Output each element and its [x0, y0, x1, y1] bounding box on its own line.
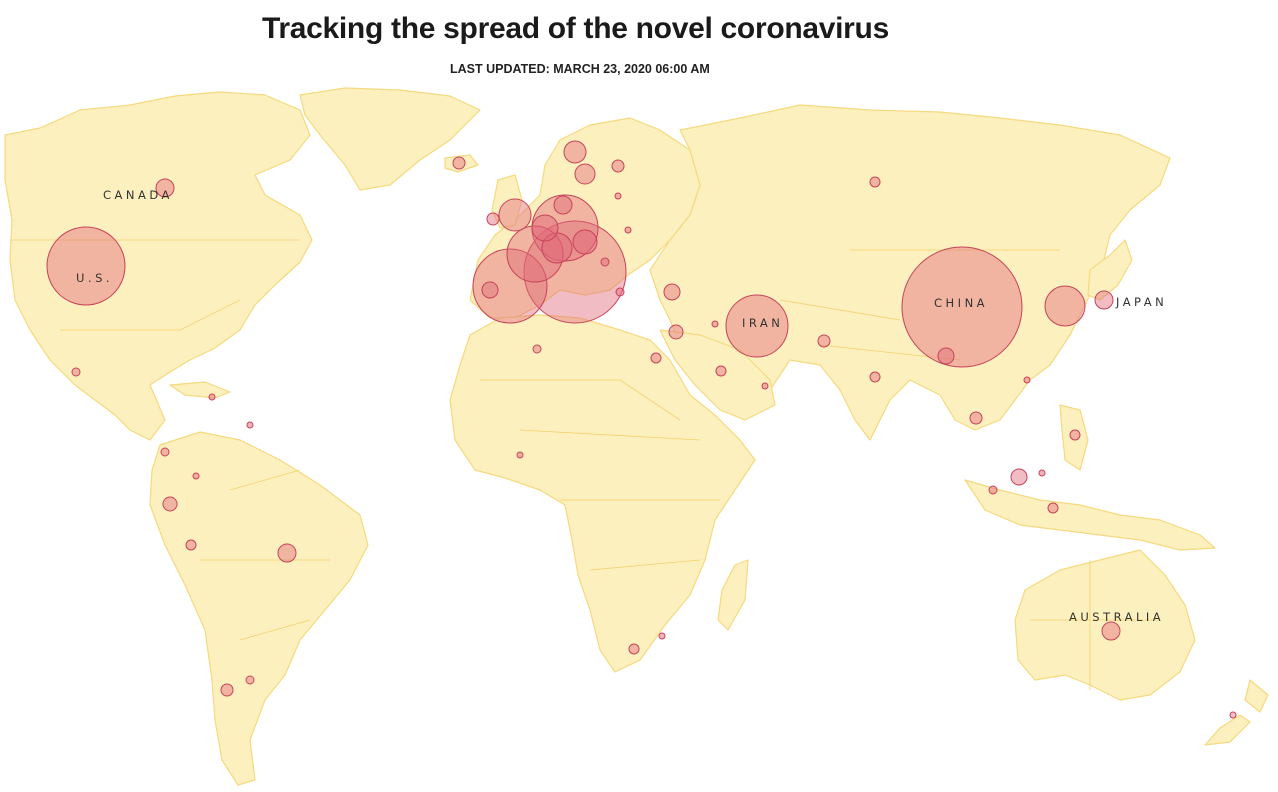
bubble-argentina[interactable]	[245, 675, 255, 685]
bubble-sweden[interactable]	[574, 163, 596, 185]
land-greenland	[299, 87, 481, 191]
bubble-finland[interactable]	[611, 159, 625, 173]
label-iran: IRAN	[742, 316, 783, 330]
land-africa	[449, 314, 756, 673]
bubble-peru[interactable]	[185, 539, 197, 551]
bubble-spain[interactable]	[472, 248, 548, 324]
land-madagascar	[717, 559, 749, 631]
bubble-ireland[interactable]	[486, 212, 500, 226]
bubble-netherlands[interactable]	[531, 214, 559, 242]
last-updated-label: LAST UPDATED: MARCH 23, 2020 06:00 AM	[450, 62, 710, 76]
bubble-south-korea[interactable]	[1044, 285, 1086, 327]
bubble-small-9[interactable]	[1038, 469, 1046, 477]
bubble-newzealand[interactable]	[1229, 711, 1237, 719]
bubble-small-11[interactable]	[658, 632, 666, 640]
bubble-egypt[interactable]	[650, 352, 662, 364]
bubble-portugal[interactable]	[481, 281, 499, 299]
bubble-chile[interactable]	[220, 683, 234, 697]
label-china: CHINA	[934, 296, 988, 310]
land-philippines	[1059, 404, 1089, 471]
bubble-india[interactable]	[869, 371, 881, 383]
land-japan	[1087, 239, 1133, 301]
bubble-mexico[interactable]	[71, 367, 81, 377]
case-bubbles[interactable]	[46, 140, 1237, 719]
bubble-malaysia[interactable]	[1010, 468, 1028, 486]
bubble-canada[interactable]	[155, 178, 175, 198]
bubble-small-10[interactable]	[516, 451, 524, 459]
bubble-hongkong[interactable]	[937, 347, 955, 365]
bubble-small-14[interactable]	[192, 472, 200, 480]
bubble-china[interactable]	[901, 246, 1023, 368]
land-indonesia	[964, 479, 1216, 551]
bubble-small-4[interactable]	[615, 287, 625, 297]
country-borders	[10, 239, 1160, 690]
bubble-southafrica[interactable]	[628, 643, 640, 655]
land-north-america	[4, 91, 313, 441]
bubble-small-12[interactable]	[208, 393, 216, 401]
bubble-small-5[interactable]	[711, 320, 719, 328]
bubble-austria[interactable]	[572, 229, 598, 255]
bubble-australia[interactable]	[1101, 621, 1121, 641]
bubble-brazil[interactable]	[277, 543, 297, 563]
bubble-small-3[interactable]	[600, 257, 610, 267]
bubble-algeria[interactable]	[532, 344, 542, 354]
bubble-uk[interactable]	[498, 198, 532, 232]
country-labels: CANADA U.S. IRAN CHINA JAPAN AUSTRALIA	[76, 188, 1167, 624]
bubble-indonesia[interactable]	[1047, 502, 1059, 514]
bubble-small-13[interactable]	[246, 421, 254, 429]
bubble-thailand[interactable]	[969, 411, 983, 425]
bubble-us[interactable]	[46, 226, 126, 306]
bubble-ecuador[interactable]	[162, 496, 178, 512]
bubble-iceland[interactable]	[452, 156, 466, 170]
bubble-israel[interactable]	[668, 324, 684, 340]
bubble-denmark[interactable]	[553, 195, 573, 215]
bubble-iran[interactable]	[725, 294, 789, 358]
bubble-small-1[interactable]	[614, 192, 622, 200]
bubble-saudi[interactable]	[715, 365, 727, 377]
land-new-zealand	[1204, 679, 1269, 746]
land-iceland	[444, 154, 479, 173]
bubble-russia[interactable]	[869, 176, 881, 188]
bubble-norway[interactable]	[563, 140, 587, 164]
landmasses	[4, 87, 1269, 786]
bubble-small-2[interactable]	[624, 226, 632, 234]
page-title: Tracking the spread of the novel coronav…	[262, 12, 889, 45]
label-japan: JAPAN	[1115, 295, 1167, 309]
land-australia	[1014, 549, 1196, 701]
bubble-small-8[interactable]	[988, 485, 998, 495]
bubble-philippines[interactable]	[1069, 429, 1081, 441]
bubble-pakistan[interactable]	[817, 334, 831, 348]
label-canada: CANADA	[103, 188, 173, 202]
bubble-turkey[interactable]	[663, 283, 681, 301]
label-australia: AUSTRALIA	[1069, 610, 1164, 624]
bubble-small-7[interactable]	[1023, 376, 1031, 384]
land-south-america	[149, 431, 369, 786]
land-caribbean	[169, 381, 231, 399]
bubble-panama[interactable]	[160, 447, 170, 457]
land-asia	[649, 104, 1171, 441]
bubble-small-6[interactable]	[761, 382, 769, 390]
label-us: U.S.	[76, 271, 113, 285]
bubble-japan[interactable]	[1094, 290, 1114, 310]
